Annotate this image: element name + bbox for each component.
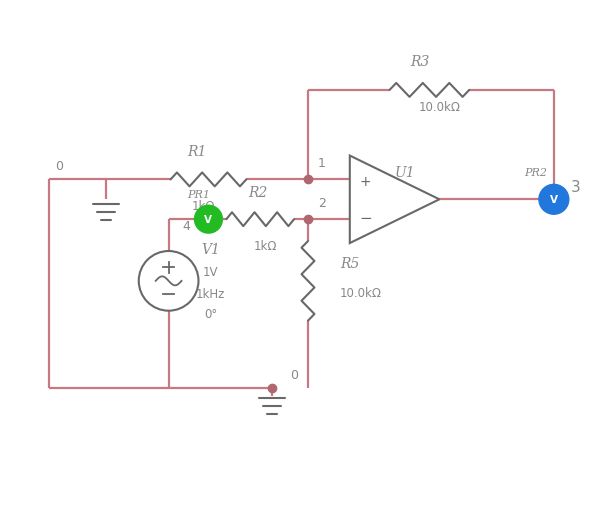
Text: 1kΩ: 1kΩ (254, 240, 277, 252)
Text: 10.0kΩ: 10.0kΩ (418, 101, 460, 114)
Text: 0: 0 (290, 369, 298, 382)
Text: 0°: 0° (204, 307, 217, 320)
Text: V: V (550, 195, 558, 205)
Text: 1kΩ: 1kΩ (192, 200, 215, 213)
Text: R2: R2 (249, 186, 268, 200)
Text: 1V: 1V (202, 265, 218, 278)
Circle shape (195, 206, 223, 234)
Text: 1: 1 (318, 157, 326, 170)
Text: V1: V1 (201, 242, 220, 257)
Text: R3: R3 (410, 55, 429, 69)
Circle shape (539, 185, 569, 215)
Text: −: − (359, 210, 372, 225)
Text: 0: 0 (55, 160, 63, 173)
Text: U1: U1 (394, 166, 415, 180)
Text: +: + (360, 175, 371, 189)
Text: V: V (204, 215, 212, 225)
Text: 2: 2 (318, 197, 326, 210)
Text: 1kHz: 1kHz (196, 287, 225, 300)
Text: R5: R5 (340, 257, 359, 270)
Text: R1: R1 (187, 144, 206, 158)
Text: 3: 3 (571, 180, 581, 195)
Text: PR2: PR2 (525, 168, 547, 178)
Text: 10.0kΩ: 10.0kΩ (340, 287, 382, 300)
Text: PR1: PR1 (187, 190, 210, 200)
Text: 4: 4 (182, 220, 190, 233)
